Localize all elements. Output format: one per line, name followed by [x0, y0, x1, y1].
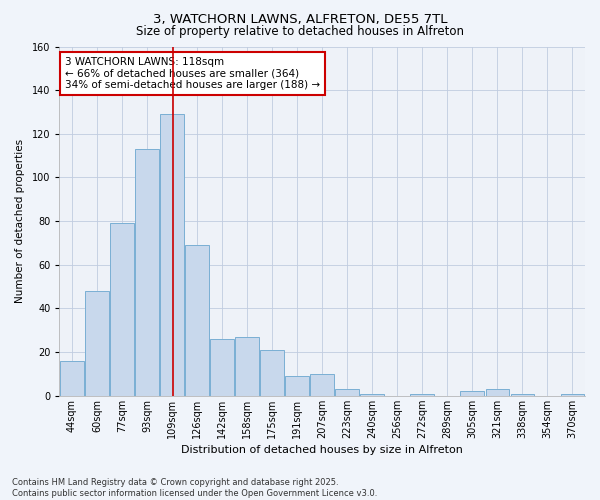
Bar: [460, 392, 484, 396]
Text: Contains HM Land Registry data © Crown copyright and database right 2025.
Contai: Contains HM Land Registry data © Crown c…: [12, 478, 377, 498]
Bar: [85, 291, 109, 396]
Bar: [135, 149, 159, 396]
Y-axis label: Number of detached properties: Number of detached properties: [15, 139, 25, 303]
Text: 3 WATCHORN LAWNS: 118sqm
← 66% of detached houses are smaller (364)
34% of semi-: 3 WATCHORN LAWNS: 118sqm ← 66% of detach…: [65, 57, 320, 90]
Bar: [260, 350, 284, 396]
X-axis label: Distribution of detached houses by size in Alfreton: Distribution of detached houses by size …: [181, 445, 463, 455]
Bar: [511, 394, 535, 396]
Bar: [361, 394, 384, 396]
Bar: [185, 245, 209, 396]
Bar: [485, 389, 509, 396]
Bar: [335, 389, 359, 396]
Text: 3, WATCHORN LAWNS, ALFRETON, DE55 7TL: 3, WATCHORN LAWNS, ALFRETON, DE55 7TL: [153, 12, 447, 26]
Bar: [210, 339, 234, 396]
Bar: [60, 361, 84, 396]
Bar: [310, 374, 334, 396]
Bar: [410, 394, 434, 396]
Text: Size of property relative to detached houses in Alfreton: Size of property relative to detached ho…: [136, 25, 464, 38]
Bar: [235, 337, 259, 396]
Bar: [110, 224, 134, 396]
Bar: [560, 394, 584, 396]
Bar: [160, 114, 184, 396]
Bar: [286, 376, 309, 396]
